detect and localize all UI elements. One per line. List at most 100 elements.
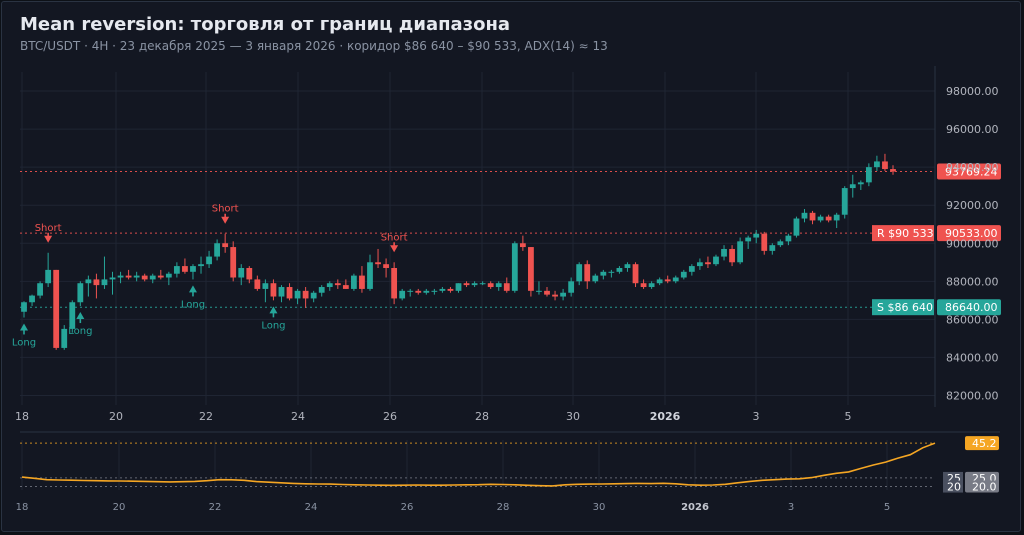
- adx-axis-tag-bg: [965, 480, 999, 493]
- candle-body-up: [849, 184, 856, 189]
- candle-body-up: [310, 292, 317, 299]
- candle-body-down: [640, 283, 647, 288]
- candle-body-up: [407, 290, 414, 292]
- candle-body-up: [777, 241, 784, 246]
- candle-body-up: [785, 235, 792, 242]
- candle-body-down: [503, 283, 510, 291]
- time-axis-tick-label: 5: [845, 410, 852, 423]
- short-signal-label: Short: [381, 232, 408, 243]
- candle-body-up: [326, 283, 333, 288]
- candle-body-down: [825, 216, 832, 221]
- candle-body-up: [592, 275, 599, 282]
- short-arrow-icon: [44, 235, 53, 243]
- candle-body-up: [77, 283, 84, 303]
- time-axis-tick-label: 18: [15, 410, 29, 423]
- candle-body-down: [519, 243, 526, 248]
- level-tag-bg: [872, 299, 934, 316]
- adx-time-axis-tick-label: 20: [113, 502, 126, 513]
- adx-value-tag-bg: [965, 436, 999, 451]
- candle-body-up: [841, 188, 848, 215]
- time-axis-tick-label: 2026: [650, 410, 681, 423]
- price-axis-tick-label: 88000.00: [946, 275, 999, 288]
- long-signal-label: Long: [68, 326, 92, 337]
- candle-body-down: [342, 285, 349, 289]
- candle-body-up: [737, 241, 744, 263]
- adx-time-axis-tick-label: 26: [401, 502, 414, 513]
- candle-body-up: [680, 271, 687, 278]
- candle-body-down: [53, 269, 60, 348]
- candle-body-down: [222, 243, 229, 248]
- candle-body-down: [447, 288, 454, 291]
- candle-body-up: [568, 281, 575, 293]
- candle-body-up: [793, 218, 800, 236]
- short-signal-label: Short: [35, 223, 62, 234]
- candle-body-down: [286, 287, 293, 299]
- candle-body-up: [696, 262, 703, 267]
- candle-body-up: [511, 243, 518, 291]
- candle-body-down: [302, 290, 309, 299]
- candle-body-up: [769, 245, 776, 251]
- candle-body-up: [29, 295, 35, 303]
- level-tag-label: R $90 533: [877, 227, 934, 240]
- candle-body-up: [37, 283, 43, 296]
- price-axis-tick-label: 84000.00: [946, 351, 999, 364]
- adx-time-axis-tick-label: 5: [884, 502, 890, 513]
- candle-body-up: [753, 233, 760, 238]
- level-tag-label: S $86 640: [877, 301, 933, 314]
- candle-body-up: [399, 290, 406, 299]
- candle-body-down: [375, 262, 381, 265]
- candle-body-up: [817, 216, 824, 221]
- candle-body-up: [101, 279, 108, 286]
- candle-body-down: [552, 294, 558, 297]
- candle-body-up: [479, 283, 486, 285]
- candle-body-up: [61, 328, 68, 348]
- last-price-tag-bg: [937, 163, 1001, 180]
- chart-title: Mean reversion: торговля от границ диапа…: [20, 14, 511, 35]
- candle-body-up: [672, 277, 679, 282]
- adx-level-tag-bg: [943, 480, 963, 493]
- adx-axis-tag: 20.0: [972, 481, 997, 494]
- candle-body-up: [198, 264, 204, 267]
- long-arrow-icon: [188, 285, 197, 293]
- candle-body-up: [133, 275, 140, 278]
- long-arrow-icon: [76, 312, 85, 320]
- candle-body-up: [439, 288, 446, 291]
- candle-body-up: [576, 264, 583, 282]
- candle-body-down: [93, 279, 100, 286]
- adx-level-tag: 20: [947, 481, 961, 494]
- candle-body-up: [206, 256, 212, 265]
- candle-body-up: [495, 283, 502, 288]
- candle-body-down: [544, 290, 550, 295]
- time-axis-tick-label: 20: [109, 410, 123, 423]
- candle-body-down: [890, 169, 896, 172]
- axis-price-tag-bg: [937, 299, 1001, 316]
- candle-body-down: [487, 283, 494, 288]
- candle-body-down: [391, 267, 398, 299]
- price-axis-tick-label: 92000.00: [946, 199, 999, 212]
- time-axis-tick-label: 26: [383, 410, 397, 423]
- candle-body-down: [230, 247, 237, 278]
- candle-body-down: [664, 279, 671, 282]
- axis-price-tag-label: 86640.00: [945, 301, 998, 314]
- short-arrow-icon: [390, 245, 399, 253]
- candle-body-up: [865, 167, 872, 183]
- time-axis-tick-label: 28: [475, 410, 489, 423]
- candle-body-up: [367, 262, 373, 289]
- candle-body-up: [455, 283, 462, 291]
- time-axis-tick-label: 22: [199, 410, 213, 423]
- candle-body-down: [182, 266, 188, 272]
- axis-price-tag-bg: [937, 225, 1001, 242]
- axis-price-tag-label: 90533.00: [945, 227, 998, 240]
- time-axis-tick-label: 30: [566, 410, 580, 423]
- adx-line: [21, 442, 936, 487]
- adx-time-axis-tick-label: 28: [497, 502, 510, 513]
- candle-body-up: [648, 283, 655, 288]
- candle-body-up: [238, 267, 245, 278]
- candle-body-up: [600, 271, 607, 276]
- candle-body-up: [431, 290, 438, 292]
- adx-time-axis-tick-label: 18: [16, 502, 29, 513]
- candle-body-up: [471, 283, 478, 286]
- candle-body-up: [85, 279, 92, 284]
- candle-body-down: [157, 275, 164, 278]
- candle-body-up: [117, 275, 124, 278]
